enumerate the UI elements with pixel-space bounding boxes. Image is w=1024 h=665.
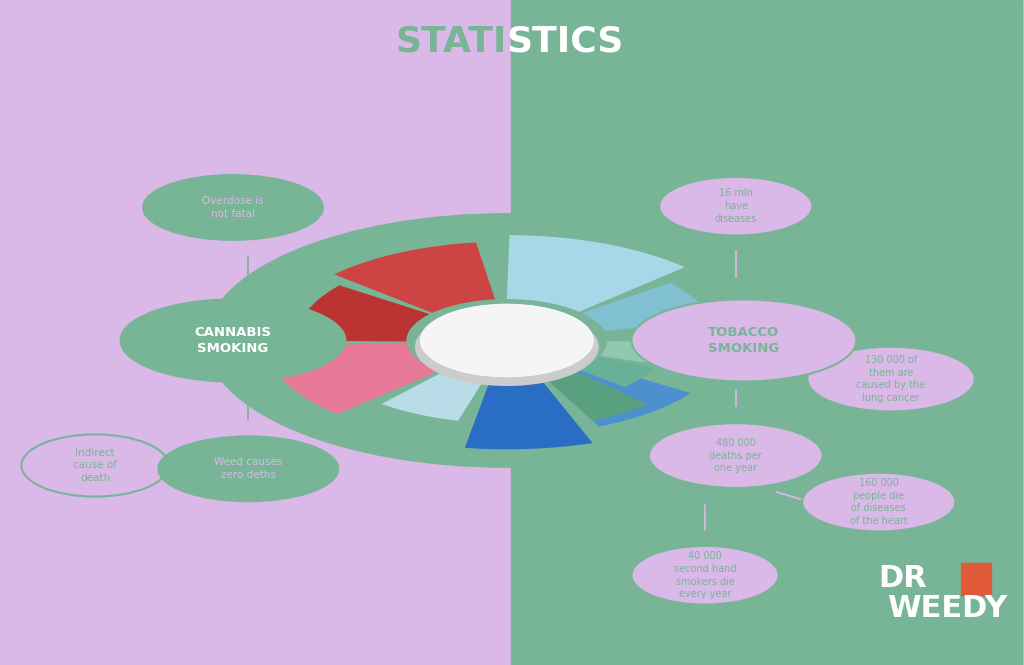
Text: Indirect
cause of
death: Indirect cause of death	[73, 448, 117, 483]
Ellipse shape	[206, 213, 808, 468]
Text: DR: DR	[879, 564, 927, 593]
Polygon shape	[386, 374, 480, 419]
Ellipse shape	[802, 473, 955, 531]
Text: Overdose is
not fatal: Overdose is not fatal	[202, 196, 264, 219]
Bar	[0, 0, 511, 665]
Ellipse shape	[22, 434, 169, 497]
Text: WEEDY: WEEDY	[887, 594, 1008, 623]
Polygon shape	[297, 287, 425, 340]
Text: 40 000
second hand
smokers die
every year: 40 000 second hand smokers die every yea…	[674, 551, 736, 599]
Ellipse shape	[420, 304, 594, 377]
Text: 16 mln
have
diseases: 16 mln have diseases	[715, 188, 757, 224]
Text: STATI: STATI	[395, 24, 507, 59]
Ellipse shape	[159, 436, 338, 501]
Polygon shape	[267, 344, 434, 412]
Polygon shape	[550, 365, 687, 425]
Polygon shape	[587, 285, 710, 329]
Polygon shape	[603, 342, 685, 365]
Polygon shape	[509, 237, 680, 310]
Text: 480 000
deaths per
one year: 480 000 deaths per one year	[710, 438, 762, 473]
Bar	[511, 0, 1022, 665]
Text: STICS: STICS	[507, 24, 625, 59]
Ellipse shape	[632, 299, 856, 382]
Ellipse shape	[632, 546, 778, 604]
Polygon shape	[583, 358, 650, 385]
Polygon shape	[339, 244, 493, 311]
Text: CANNABIS
SMOKING: CANNABIS SMOKING	[195, 326, 271, 355]
Text: 160 000
people die
of diseases
of the heart: 160 000 people die of diseases of the he…	[850, 478, 907, 526]
Ellipse shape	[121, 299, 345, 382]
Ellipse shape	[143, 175, 323, 240]
Bar	[961, 563, 991, 595]
Text: TOBACCO
SMOKING: TOBACCO SMOKING	[709, 326, 779, 355]
Polygon shape	[550, 372, 644, 419]
Ellipse shape	[807, 346, 975, 412]
Text: 130 000 of
them are
caused by the
lung cancer: 130 000 of them are caused by the lung c…	[856, 355, 926, 403]
Polygon shape	[467, 381, 590, 448]
Ellipse shape	[649, 423, 822, 488]
Ellipse shape	[420, 304, 594, 377]
Ellipse shape	[415, 309, 599, 386]
Text: Weed causes
zero deths: Weed causes zero deths	[214, 458, 283, 480]
Ellipse shape	[659, 177, 812, 235]
